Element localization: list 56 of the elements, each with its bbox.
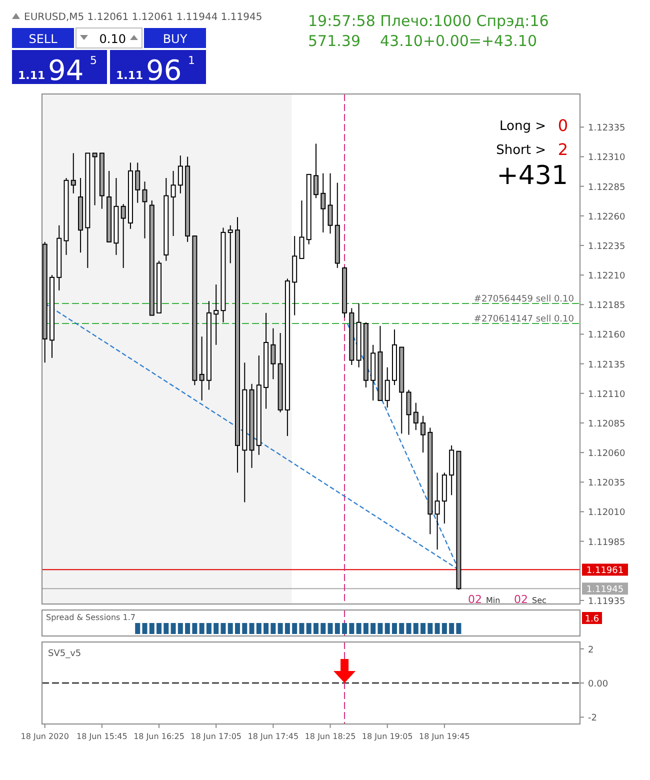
text: 96 [146,54,182,87]
y-tick-label: 1.12210 [588,272,626,282]
annotation: 0 [558,116,568,135]
text: 1.11 [18,69,46,82]
y-tick-label: 2 [588,645,594,656]
y-tick-label: -2 [588,714,597,724]
y-tick-label: 1.12060 [588,449,626,460]
text: 43.10+0.00=+43.10 [380,32,537,50]
x-tick-label: 18 Jun 15:45 [76,732,128,741]
text: BUY [162,32,188,46]
text: 5 [90,54,97,67]
text: 19:57:58 Плечо:1000 Спрэд:16 [308,12,549,30]
text: 0.10 [99,32,126,46]
y-tick-label: 1.12260 [588,212,626,222]
annotation: 2 [558,140,568,159]
annotation: Short > [496,143,546,158]
y-tick-label: 1.12185 [588,301,626,312]
x-tick-label: 18 Jun 16:25 [134,732,184,741]
y-tick-label: 1.11935 [588,596,626,607]
text: 94 [48,54,84,87]
text: 1 [188,54,195,67]
annotation: 02 [468,593,482,606]
annotation: Long > [500,119,546,134]
y-tick-label: 1.12310 [588,153,626,164]
text: SELL [28,32,58,46]
ref-line-label: #270614147 sell 0.10 [474,314,574,325]
annotation: SV5_v5 [48,649,82,659]
x-tick-label: 18 Jun 2020 [20,732,69,741]
x-tick-label: 18 Jun 17:05 [190,732,242,741]
y-tick-label: 1.12135 [588,360,626,370]
x-tick-label: 18 Jun 18:25 [304,732,356,741]
y-tick-label: 1.12010 [588,508,626,518]
annotation: 02 [514,593,528,606]
ref-line-label: 1.11945 [586,585,624,596]
x-tick-label: 18 Jun 19:05 [362,732,413,741]
y-tick-label: 1.12160 [588,330,626,341]
text: 1.6 [584,614,600,624]
x-tick-label: 18 Jun 19:45 [419,732,470,741]
text: Spread & Sessions 1.7 [46,613,136,622]
y-tick-label: 1.12335 [588,124,626,134]
ref-line-label: #270564459 sell 0.10 [474,294,574,304]
y-tick-label: 0.00 [588,680,608,690]
y-tick-label: 1.12035 [588,478,626,489]
text: 571.39 [308,32,360,50]
annotation: Min [486,596,500,605]
x-tick-label: 18 Jun 17:45 [248,732,299,741]
annotation: +431 [496,161,568,191]
annotation: Sec [532,596,546,605]
ref-line-label: 1.11961 [586,566,624,576]
y-tick-label: 1.12085 [588,419,626,430]
text: 1.11 [116,69,144,82]
chart-title: EURUSD,M5 1.12061 1.12061 1.11944 1.11945 [24,12,262,23]
y-tick-label: 1.12110 [588,390,626,400]
y-tick-label: 1.12285 [588,182,626,193]
y-tick-label: 1.12235 [588,242,626,252]
y-tick-label: 1.11985 [588,538,626,548]
